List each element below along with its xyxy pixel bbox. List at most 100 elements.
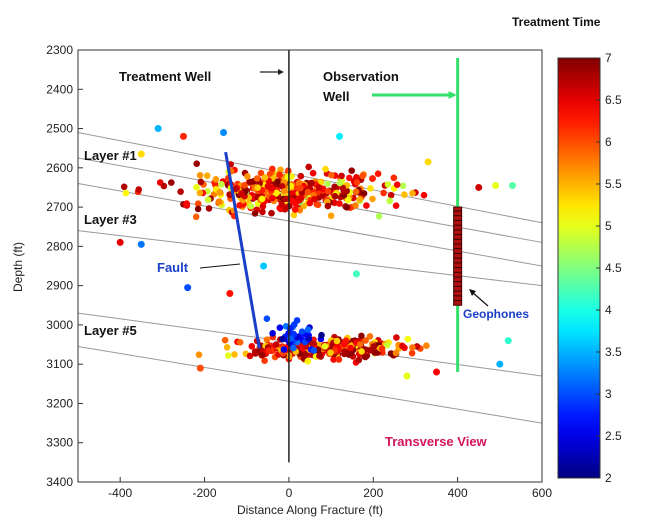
- event-point-776: [433, 368, 441, 376]
- event-point-50: [327, 212, 335, 220]
- event-point-769: [424, 158, 432, 166]
- event-point-762: [336, 132, 344, 140]
- event-point-56: [268, 209, 275, 217]
- event-point-133: [193, 184, 200, 191]
- event-point-414: [297, 184, 304, 192]
- layer-label-5: Layer #5: [84, 323, 137, 338]
- event-point-406: [324, 202, 332, 210]
- x-tick-label: 0: [286, 486, 293, 500]
- event-point-560: [387, 350, 395, 357]
- view-label: Transverse View: [385, 434, 488, 449]
- y-tick-label: 2400: [46, 82, 73, 96]
- event-point-397: [324, 180, 331, 188]
- event-point-167: [322, 165, 329, 173]
- event-point-749: [298, 328, 306, 336]
- event-point-188: [203, 172, 211, 179]
- colorbar-title: Treatment Time: [512, 15, 601, 29]
- event-point-309: [331, 183, 338, 191]
- event-point-378: [356, 196, 363, 203]
- event-point-401: [269, 194, 276, 202]
- event-point-260: [212, 176, 220, 183]
- event-point-410: [392, 202, 400, 209]
- event-point-341: [160, 182, 168, 190]
- x-tick-label: -200: [193, 486, 217, 500]
- fault-label: Fault: [157, 260, 189, 275]
- layer-boundary-line-4: [77, 230, 543, 287]
- geophones-label: Geophones: [463, 307, 529, 321]
- event-point-650: [383, 342, 391, 349]
- event-point-687: [423, 342, 430, 350]
- event-point-212: [348, 167, 356, 174]
- plot-frame: [77, 49, 543, 483]
- event-point-747: [318, 331, 325, 339]
- event-point-35: [387, 191, 395, 199]
- event-point-67: [309, 169, 317, 177]
- event-point-286: [338, 172, 345, 180]
- event-point-392: [278, 201, 286, 208]
- event-point-756: [279, 335, 287, 343]
- event-point-704: [265, 347, 273, 355]
- event-point-338: [353, 179, 361, 186]
- event-point-391: [295, 179, 303, 187]
- colorbar-tick-label: 4: [605, 303, 612, 317]
- event-point-280: [281, 206, 289, 213]
- event-point-394: [283, 195, 290, 203]
- colorbar-tick-label: 2.5: [605, 429, 622, 443]
- layer-boundary-line-6: [77, 346, 543, 424]
- event-point-316: [258, 195, 266, 203]
- event-point-221: [197, 178, 205, 186]
- event-point-553: [195, 351, 203, 359]
- treatment-well-label: Treatment Well: [119, 69, 211, 84]
- event-point-517: [330, 356, 337, 363]
- event-point-364: [196, 189, 204, 197]
- event-point-408: [331, 192, 339, 200]
- colorbar-tick-label: 3: [605, 387, 612, 401]
- event-point-746: [310, 347, 318, 354]
- event-point-766: [226, 289, 234, 297]
- event-point-359: [278, 183, 286, 190]
- x-tick-label: 600: [532, 486, 552, 500]
- event-point-81: [247, 203, 255, 210]
- colorbar-tick-label: 7: [605, 51, 612, 65]
- event-point-101: [352, 202, 359, 209]
- event-point-135: [374, 170, 382, 177]
- event-point-694: [358, 332, 365, 340]
- event-point-405: [238, 190, 245, 197]
- event-point-655: [272, 341, 280, 348]
- event-point-389: [367, 185, 374, 192]
- event-point-13: [194, 200, 202, 207]
- event-point-765: [184, 284, 192, 292]
- event-point-761: [220, 128, 228, 136]
- event-point-379: [280, 188, 288, 195]
- event-point-767: [260, 262, 268, 270]
- event-point-360: [360, 190, 368, 197]
- event-point-574: [366, 333, 374, 340]
- event-point-678: [248, 343, 256, 350]
- event-point-710: [347, 344, 354, 352]
- event-point-268: [205, 205, 213, 212]
- event-point-774: [504, 337, 512, 345]
- event-point-295: [194, 205, 202, 213]
- colorbar-tick-label: 4.5: [605, 261, 622, 275]
- event-point-325: [363, 202, 370, 209]
- colorbar-tick-label: 5.5: [605, 177, 622, 191]
- event-point-285: [218, 181, 225, 188]
- event-point-45: [120, 183, 128, 191]
- event-point-448: [221, 336, 229, 344]
- event-point-742: [280, 346, 288, 353]
- event-point-24: [305, 163, 313, 171]
- y-tick-label: 2700: [46, 200, 73, 214]
- event-point-417: [216, 189, 223, 196]
- y-tick-label: 3000: [46, 318, 73, 332]
- event-point-179: [284, 167, 292, 175]
- event-point-714: [356, 341, 364, 348]
- event-point-387: [236, 202, 243, 209]
- y-axis-title: Depth (ft): [11, 242, 25, 292]
- event-point-692: [378, 345, 386, 353]
- event-point-712: [367, 347, 374, 354]
- event-point-752: [304, 326, 312, 333]
- event-point-733: [293, 317, 301, 324]
- event-point-186: [386, 197, 394, 205]
- y-tick-label: 2500: [46, 122, 73, 136]
